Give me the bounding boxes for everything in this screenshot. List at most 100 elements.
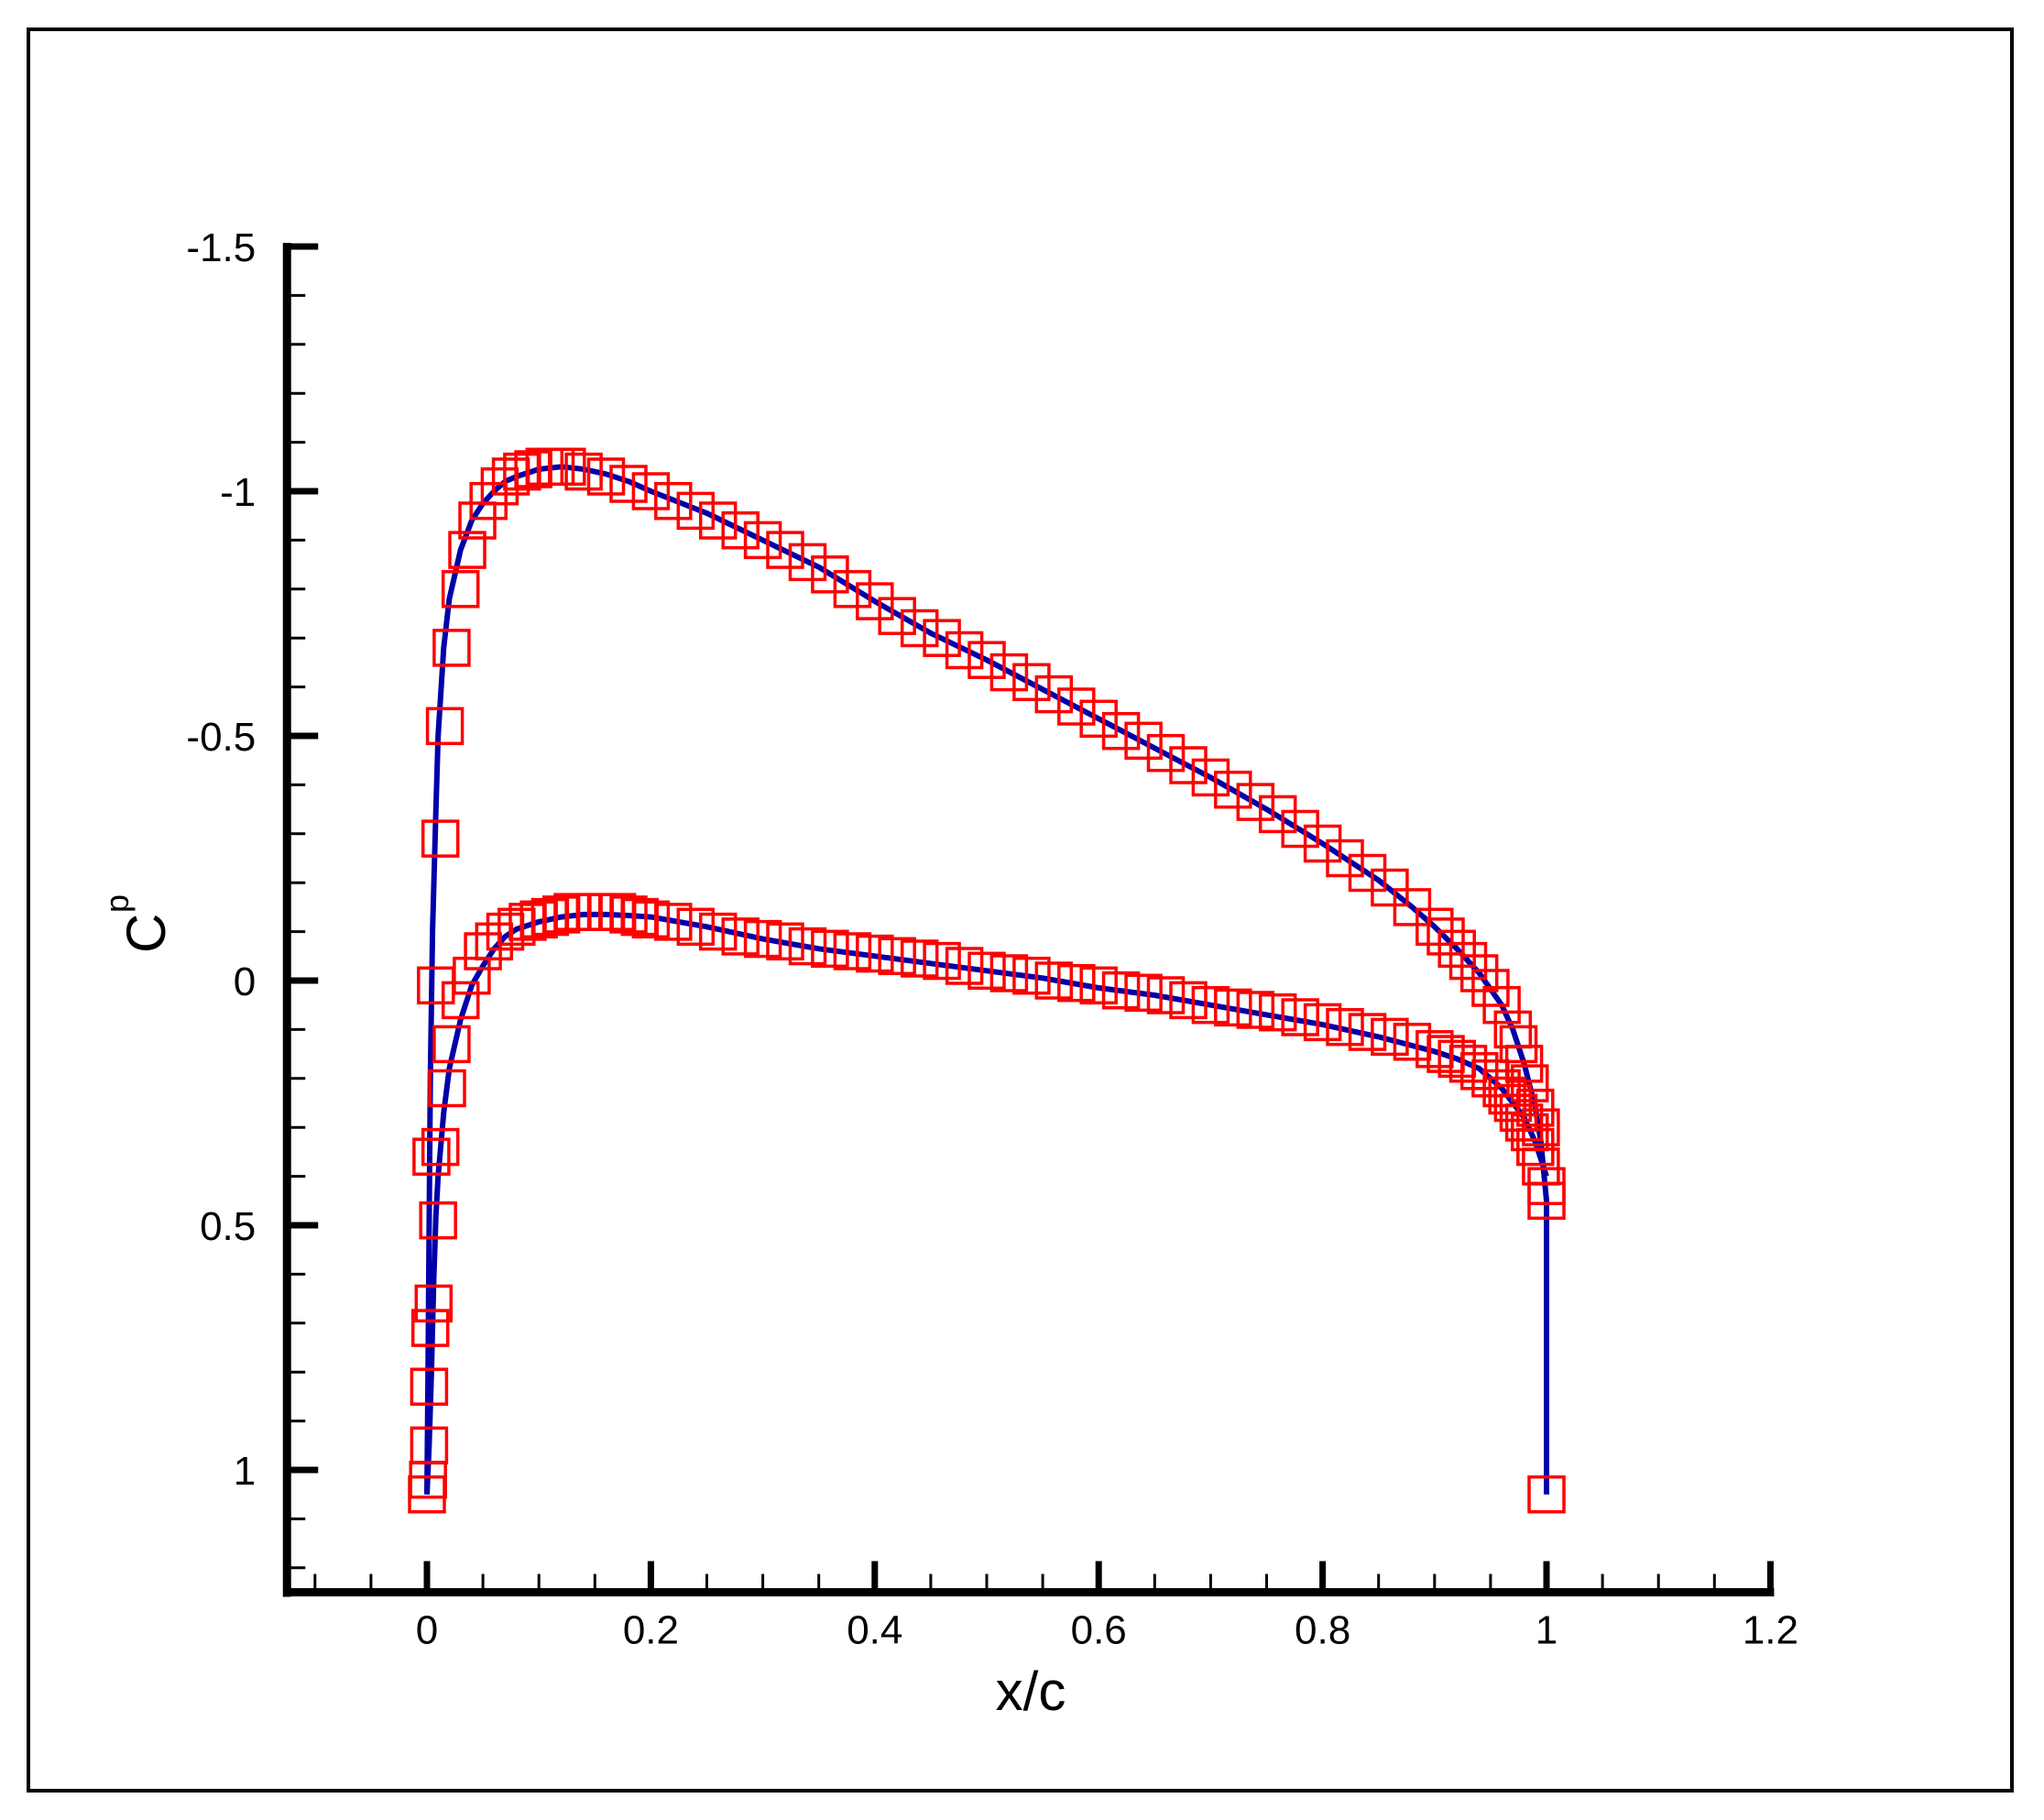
square-marker	[1448, 1045, 1488, 1083]
y-tick-label: -1.5	[186, 225, 256, 270]
x-tick-label: 0.2	[623, 1608, 679, 1653]
square-marker	[469, 481, 508, 521]
y-tick-label: -1	[220, 470, 256, 515]
square-marker	[458, 501, 497, 540]
square-marker	[1326, 1007, 1364, 1047]
computed-cp-line	[424, 464, 1549, 1495]
x-tick-label: 0	[416, 1608, 438, 1653]
square-marker	[766, 531, 804, 569]
square-marker	[432, 629, 471, 667]
y-tick-labels: -1.5 -1 -0.5 0 0.5 1	[186, 225, 256, 1494]
square-marker	[811, 929, 849, 969]
axes	[282, 243, 1775, 1597]
square-marker	[453, 956, 491, 995]
square-marker	[1281, 809, 1319, 849]
square-marker	[766, 922, 804, 961]
square-marker	[1146, 976, 1186, 1014]
square-marker	[1124, 973, 1163, 1013]
square-marker	[417, 966, 455, 1005]
square-marker	[1258, 795, 1297, 834]
square-marker	[1482, 985, 1521, 1025]
y-tick-label: 0	[234, 959, 256, 1004]
square-marker	[788, 543, 827, 582]
square-marker	[1012, 663, 1051, 702]
square-marker	[833, 932, 872, 970]
square-marker	[1426, 917, 1465, 956]
square-marker	[631, 900, 671, 939]
square-marker	[564, 452, 603, 491]
x-tick-label: 0.6	[1071, 1608, 1127, 1653]
y-axis-title-main: C	[115, 914, 177, 953]
x-tick-label: 1	[1536, 1608, 1558, 1653]
square-marker	[878, 937, 916, 976]
square-marker	[609, 895, 648, 934]
square-marker	[743, 919, 782, 959]
square-marker	[900, 939, 939, 978]
square-marker	[1034, 961, 1074, 1000]
square-marker	[609, 465, 648, 503]
square-marker	[743, 521, 782, 560]
x-tick-label: 0.8	[1295, 1608, 1350, 1653]
square-marker	[1303, 1003, 1342, 1042]
square-marker	[989, 652, 1029, 692]
square-marker	[419, 1201, 457, 1240]
square-marker	[945, 947, 984, 985]
cp-line-upper	[424, 464, 1549, 1495]
square-marker	[586, 457, 626, 496]
square-marker	[1527, 1475, 1566, 1514]
square-marker	[1214, 988, 1252, 1027]
square-marker	[1499, 1025, 1538, 1064]
square-marker	[1079, 966, 1118, 1005]
y-axis-title: C p	[98, 894, 177, 953]
square-marker	[428, 1069, 466, 1108]
square-marker	[989, 954, 1029, 992]
square-marker	[1101, 711, 1141, 751]
cp-line-lower	[424, 911, 1549, 1495]
square-marker	[441, 570, 480, 608]
square-marker	[1214, 770, 1252, 809]
square-marker	[1124, 721, 1163, 761]
square-marker	[1393, 888, 1432, 926]
square-marker	[1236, 991, 1275, 1029]
square-marker	[945, 630, 984, 670]
square-marker	[833, 570, 872, 608]
square-marker	[788, 926, 827, 966]
x-axis-title: x/c	[996, 1661, 1066, 1722]
square-marker	[1057, 687, 1096, 726]
square-marker	[923, 619, 961, 657]
square-marker	[1191, 758, 1230, 797]
square-marker	[421, 1127, 460, 1167]
square-marker	[1326, 839, 1364, 878]
square-marker	[410, 1367, 449, 1406]
square-marker	[441, 981, 480, 1020]
square-marker	[878, 597, 916, 635]
square-marker	[698, 501, 738, 540]
square-marker	[1459, 954, 1499, 992]
reference-cp-markers	[408, 447, 1566, 1514]
square-marker	[856, 934, 894, 973]
square-marker	[1169, 746, 1208, 784]
square-marker	[1101, 970, 1141, 1010]
square-marker	[1236, 783, 1275, 821]
square-marker	[1371, 868, 1409, 907]
square-marker	[432, 1025, 471, 1064]
square-marker	[967, 641, 1006, 679]
figure-frame	[27, 27, 2014, 1793]
square-marker	[1146, 733, 1186, 773]
square-marker	[1371, 1017, 1409, 1057]
square-marker	[410, 1426, 449, 1465]
square-marker	[1516, 1127, 1555, 1167]
square-marker	[1437, 929, 1476, 969]
x-tick-labels: 0 0.2 0.4 0.6 0.8 1 1.2	[416, 1608, 1798, 1653]
y-tick-label: 0.5	[200, 1204, 256, 1249]
square-marker	[1448, 941, 1488, 981]
square-marker	[654, 903, 693, 941]
square-marker	[1348, 853, 1387, 893]
y-tick-label: 1	[234, 1449, 256, 1494]
square-marker	[414, 1284, 454, 1323]
square-marker	[1079, 699, 1118, 739]
square-marker	[923, 941, 961, 981]
square-marker	[1034, 674, 1074, 714]
